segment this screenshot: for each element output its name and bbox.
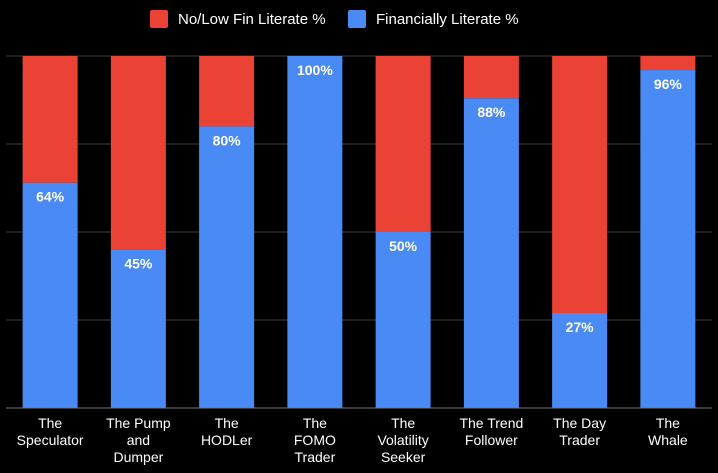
- bar-segment-no-low-fin-literate: [199, 56, 255, 127]
- bar-segment-no-low-fin-literate: [640, 56, 696, 71]
- legend-label: No/Low Fin Literate %: [178, 10, 326, 28]
- data-label: 27%: [566, 319, 595, 335]
- data-label: 50%: [389, 238, 418, 254]
- data-label: 100%: [297, 62, 333, 78]
- category-label: The: [303, 415, 327, 431]
- data-label: 88%: [477, 104, 506, 120]
- data-label: 45%: [124, 256, 153, 272]
- legend-swatch-blue: [348, 10, 366, 28]
- legend-item-no-low-fin-literate: No/Low Fin Literate %: [150, 10, 326, 28]
- legend-swatch-red: [150, 10, 168, 28]
- data-label: 96%: [654, 76, 683, 92]
- category-label: and: [127, 432, 150, 448]
- bar-segment-financially-literate: [22, 182, 78, 408]
- bar-segment-financially-literate: [287, 56, 343, 408]
- category-label: FOMO: [294, 432, 336, 448]
- data-label: 80%: [213, 132, 242, 148]
- category-label: Seeker: [381, 449, 426, 465]
- category-label: The: [38, 415, 62, 431]
- bar-segment-financially-literate: [463, 98, 519, 409]
- category-label: The: [391, 415, 415, 431]
- category-label: The Trend: [459, 415, 523, 431]
- category-label: The Pump: [106, 415, 171, 431]
- category-label: Speculator: [17, 432, 84, 448]
- bar-segment-financially-literate: [640, 70, 696, 408]
- category-label: The Day: [553, 415, 606, 431]
- bar-segment-no-low-fin-literate: [22, 56, 78, 183]
- bar-segment-no-low-fin-literate: [463, 56, 519, 99]
- bar-segment-no-low-fin-literate: [110, 56, 166, 250]
- category-label: Follower: [465, 432, 518, 448]
- bar-segment-financially-literate: [552, 312, 608, 408]
- bar-segment-financially-literate: [199, 126, 255, 409]
- legend: No/Low Fin Literate % Financially Litera…: [0, 10, 718, 32]
- category-label: Trader: [559, 432, 600, 448]
- legend-item-financially-literate: Financially Literate %: [348, 10, 519, 28]
- legend-label: Financially Literate %: [376, 10, 519, 28]
- category-label: Dumper: [113, 449, 163, 465]
- bar-segment-financially-literate: [375, 232, 431, 408]
- bar-segment-no-low-fin-literate: [375, 56, 431, 232]
- bar-segment-financially-literate: [110, 249, 166, 408]
- category-label: Whale: [648, 432, 688, 448]
- category-label: HODLer: [201, 432, 253, 448]
- bar-segment-no-low-fin-literate: [552, 56, 608, 313]
- category-label: The: [656, 415, 680, 431]
- category-label: Trader: [295, 449, 336, 465]
- category-label: Volatility: [377, 432, 428, 448]
- data-label: 64%: [36, 189, 65, 205]
- category-label: The: [215, 415, 239, 431]
